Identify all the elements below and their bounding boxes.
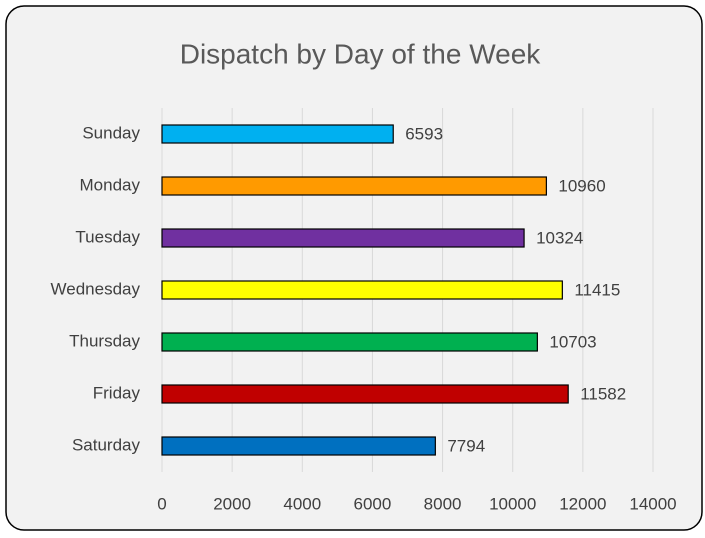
bar [161,228,525,248]
bar [161,332,538,352]
y-tick-label: Friday [93,383,141,402]
x-tick-label: 4000 [283,494,321,513]
data-label: 7794 [447,436,485,455]
y-tick-label: Wednesday [51,279,141,298]
data-label: 11582 [580,384,626,403]
data-label: 10703 [549,332,596,351]
data-label: 6593 [405,124,443,143]
data-label: 10324 [536,228,583,247]
x-tick-label: 8000 [424,494,462,513]
data-label: 11415 [574,280,620,299]
x-tick-label: 2000 [213,494,251,513]
y-tick-label: Saturday [72,435,141,454]
y-tick-label: Monday [80,175,141,194]
y-tick-label: Thursday [69,331,140,350]
x-tick-label: 6000 [354,494,392,513]
y-tick-label: Sunday [82,123,140,142]
bar [161,384,569,404]
x-tick-label: 14000 [629,494,676,513]
bar [161,124,394,144]
x-tick-label: 12000 [559,494,606,513]
y-tick-label: Tuesday [75,227,140,246]
x-tick-label: 0 [157,494,166,513]
bar [161,280,563,300]
x-tick-label: 10000 [489,494,536,513]
bar [161,436,436,456]
data-label: 10960 [558,176,605,195]
bar [161,176,547,196]
chart-title: Dispatch by Day of the Week [180,38,542,69]
